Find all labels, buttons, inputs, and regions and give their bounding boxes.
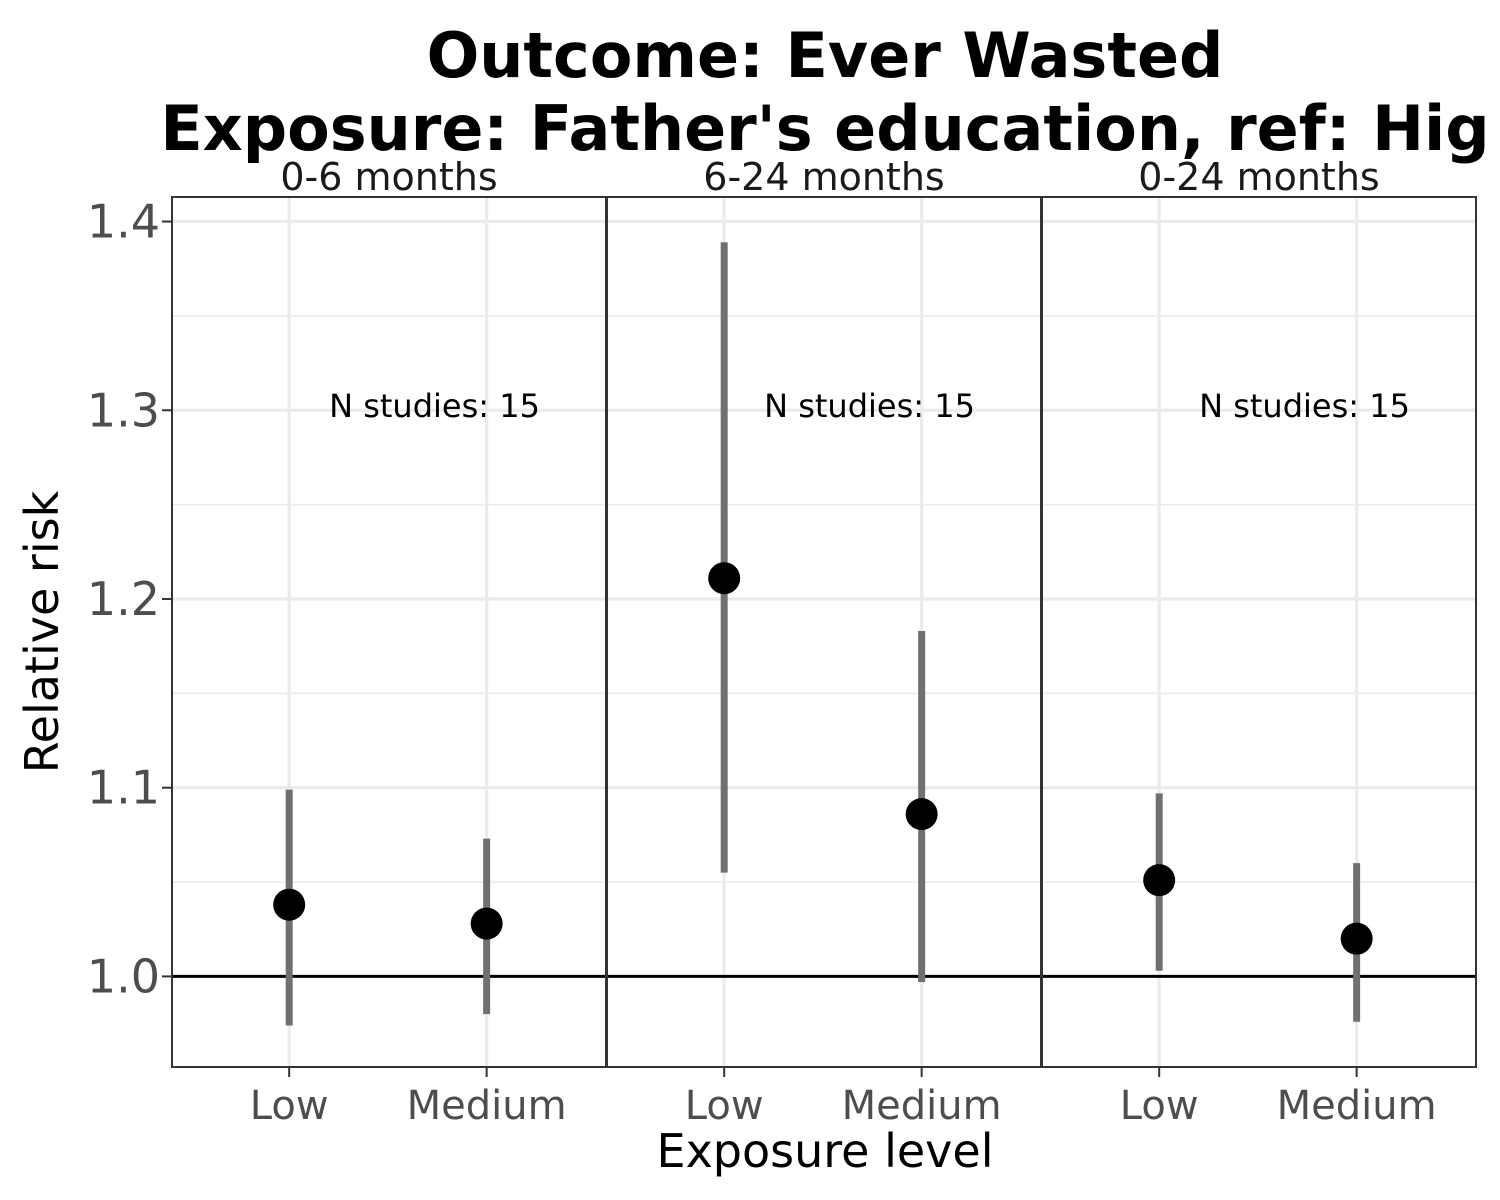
x-tick-label: Medium	[407, 1083, 567, 1129]
panel-0: N studies: 15 0-6 months Low Medium	[171, 155, 607, 1129]
chart-title-line-2: Exposure: Father's education, ref: Hig	[160, 92, 1489, 165]
x-tick-label: Low	[685, 1083, 764, 1129]
y-tick-label: 1.1	[87, 761, 160, 815]
x-tick-label: Medium	[842, 1083, 1002, 1129]
estimate-point-medium	[1340, 922, 1373, 955]
strip-label: 0-6 months	[280, 155, 497, 199]
strip-label: 6-24 months	[703, 155, 944, 199]
estimate-point-low	[708, 562, 741, 595]
y-tick-label: 1.4	[87, 195, 160, 249]
estimate-point-medium	[905, 798, 938, 831]
x-tick-label: Medium	[1277, 1083, 1437, 1129]
estimate-point-low	[1143, 864, 1176, 897]
n-studies-label: N studies: 15	[1199, 387, 1410, 425]
panel-2: N studies: 15 0-24 months Low Medium	[1041, 155, 1477, 1129]
y-tick-label: 1.3	[87, 383, 160, 437]
y-axis-title: Relative risk	[15, 490, 69, 773]
y-tick-label: 1.0	[87, 949, 160, 1003]
n-studies-label: N studies: 15	[329, 387, 540, 425]
x-tick-label: Low	[250, 1083, 329, 1129]
x-tick-label: Low	[1120, 1083, 1199, 1129]
y-axis: 1.0 1.1 1.2 1.3 1.4	[87, 195, 172, 1003]
estimate-point-medium	[470, 907, 503, 940]
estimate-point-low	[273, 888, 306, 921]
strip-label: 0-24 months	[1138, 155, 1379, 199]
chart-title-line-1: Outcome: Ever Wasted	[427, 19, 1224, 92]
panel-border	[606, 196, 1042, 1068]
panel-border	[171, 196, 607, 1068]
n-studies-label: N studies: 15	[764, 387, 975, 425]
panel-border	[1041, 196, 1477, 1068]
y-tick-label: 1.2	[87, 572, 160, 626]
x-axis-title: Exposure level	[657, 1124, 994, 1178]
panel-1: N studies: 15 6-24 months Low Medium	[606, 155, 1042, 1129]
